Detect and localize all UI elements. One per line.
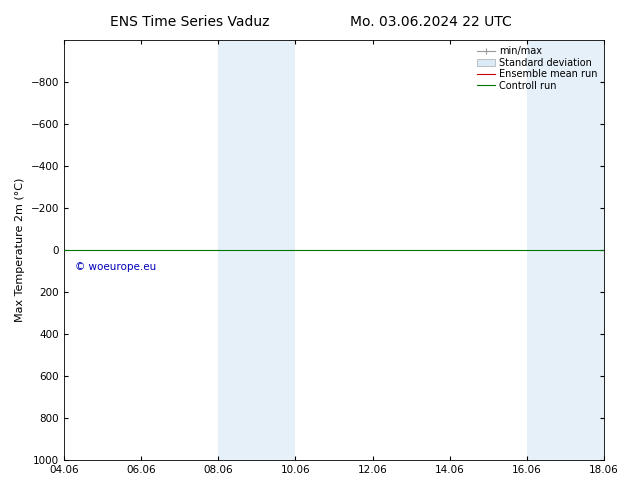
Y-axis label: Max Temperature 2m (°C): Max Temperature 2m (°C)	[15, 178, 25, 322]
Bar	[218, 40, 295, 460]
Bar	[527, 40, 604, 460]
Legend: min/max, Standard deviation, Ensemble mean run, Controll run: min/max, Standard deviation, Ensemble me…	[476, 45, 599, 93]
Text: © woeurope.eu: © woeurope.eu	[75, 263, 157, 272]
Text: Mo. 03.06.2024 22 UTC: Mo. 03.06.2024 22 UTC	[350, 15, 512, 29]
Text: ENS Time Series Vaduz: ENS Time Series Vaduz	[110, 15, 270, 29]
